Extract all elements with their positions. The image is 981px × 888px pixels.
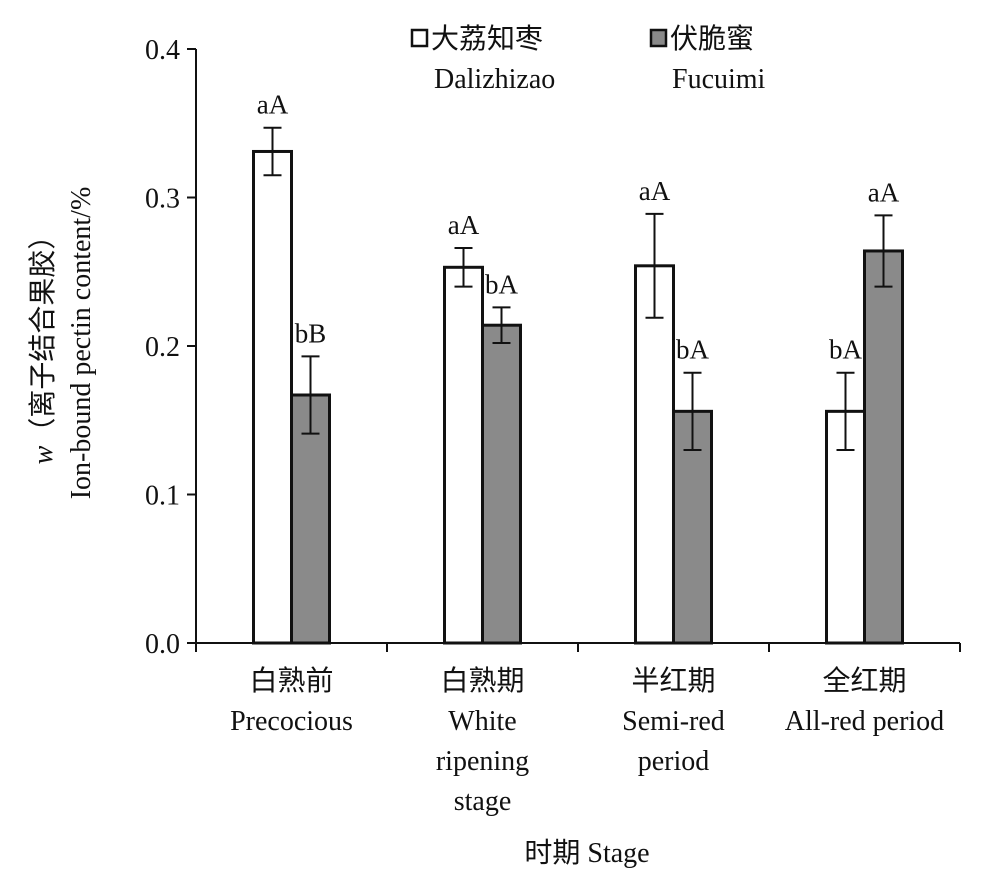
- significance-label: bB: [295, 318, 327, 348]
- category-label: ripening: [436, 746, 529, 777]
- legend-label-series-1-en: Dalizhizao: [434, 64, 555, 95]
- bar-series-2: [863, 249, 904, 645]
- bar-series-1: [252, 149, 293, 645]
- bar-series-2: [481, 323, 522, 645]
- category-label: 全红期: [822, 665, 906, 697]
- y-axis-title-chinese: （离子结合果胶）: [27, 222, 59, 446]
- significance-label: aA: [868, 177, 900, 207]
- significance-label: aA: [448, 210, 480, 240]
- y-tick-labels: 0.0 0.1 0.2 0.3 0.4: [145, 35, 180, 660]
- category-label: period: [638, 746, 710, 777]
- category-label: White: [448, 706, 516, 737]
- significance-label: bA: [676, 335, 710, 365]
- bars: [252, 149, 904, 645]
- category-label: Semi-red: [622, 706, 725, 737]
- bar-series-1: [443, 265, 484, 645]
- legend-label-series-2-cn: 伏脆蜜: [670, 23, 754, 55]
- category-label: 半红期: [631, 665, 715, 697]
- y-tick-label: 0.1: [145, 481, 180, 512]
- legend-label-series-2-en: Fucuimi: [672, 64, 766, 95]
- category-label: 白熟前: [249, 665, 333, 697]
- y-tick-label: 0.2: [145, 332, 180, 363]
- legend: 大荔知枣 Dalizhizao 伏脆蜜 Fucuimi: [410, 23, 766, 95]
- category-labels: 白熟前 Precocious 白熟期 White ripening stage 半红期 Sem…: [230, 665, 944, 817]
- category-label: stage: [454, 786, 512, 817]
- significance-label: aA: [639, 176, 671, 206]
- y-axis-title-line2: Ion-bound pectin content/%: [66, 187, 97, 500]
- y-tick-label: 0.0: [145, 629, 180, 660]
- y-tick-label: 0.4: [145, 35, 180, 66]
- category-label: All-red period: [785, 706, 944, 737]
- x-axis-title: 时期 Stage: [524, 837, 649, 869]
- legend-swatch-series-1: [410, 28, 429, 48]
- bar-series-1: [634, 264, 675, 645]
- significance-label: aA: [257, 90, 289, 120]
- significance-label: bA: [485, 269, 519, 299]
- significance-label: bA: [829, 335, 863, 365]
- category-label: 白熟期: [440, 665, 524, 697]
- y-axis-title-variable: w: [28, 445, 59, 464]
- y-tick-label: 0.3: [145, 184, 180, 215]
- error-bars: [263, 126, 893, 451]
- y-axis-title-line1: w（离子结合果胶）: [27, 222, 59, 465]
- category-label: Precocious: [230, 706, 353, 737]
- legend-label-series-1-cn: 大荔知枣: [431, 23, 543, 55]
- legend-swatch-series-2: [649, 28, 668, 48]
